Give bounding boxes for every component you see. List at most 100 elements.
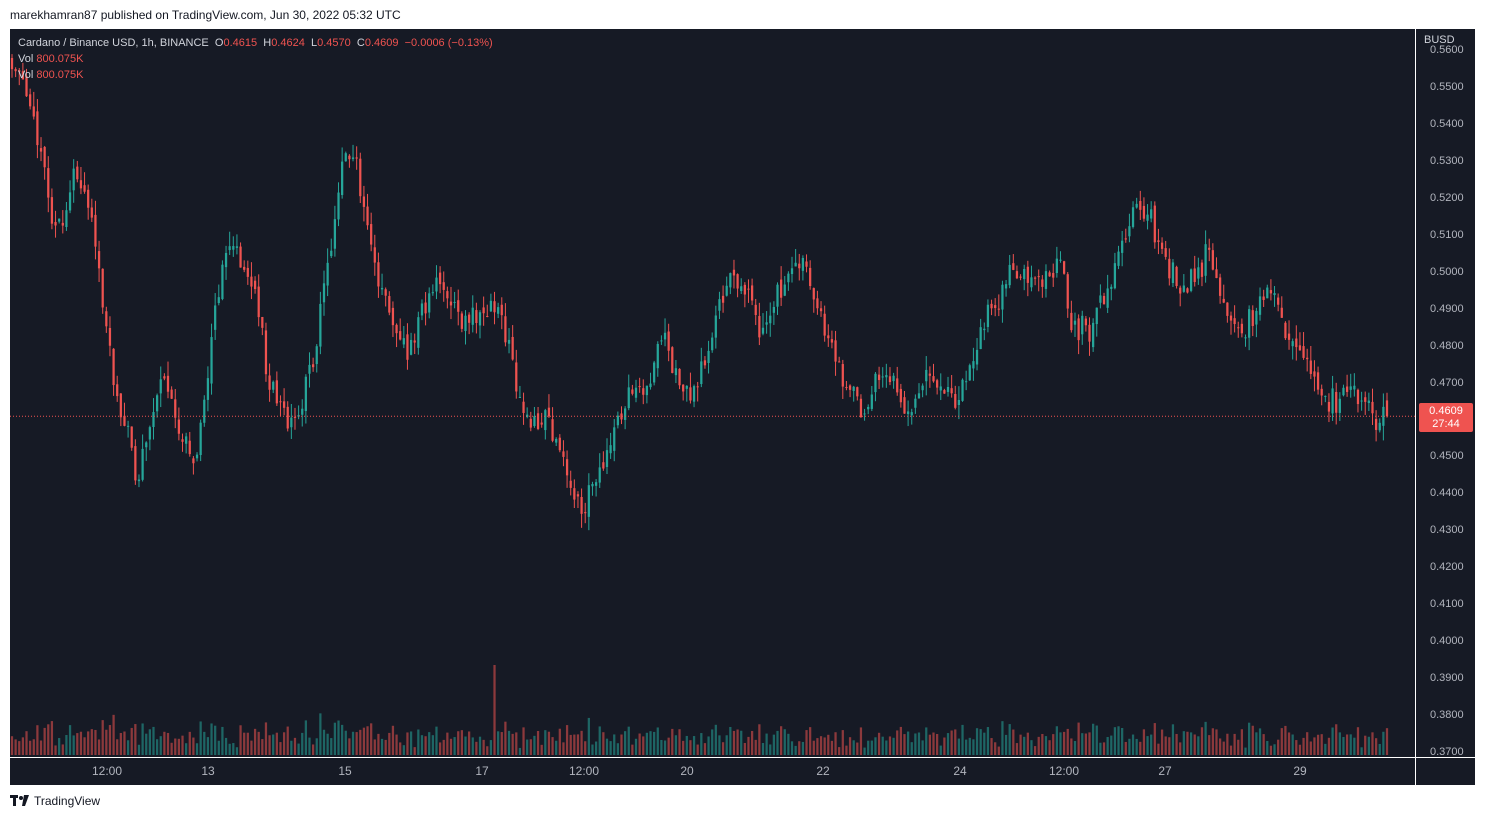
candle[interactable] <box>478 310 482 339</box>
candle[interactable] <box>1280 296 1283 318</box>
candle[interactable] <box>1371 388 1374 425</box>
candle[interactable] <box>772 301 775 325</box>
candle[interactable] <box>881 367 884 388</box>
candle[interactable] <box>1233 305 1236 333</box>
candle[interactable] <box>1157 228 1160 255</box>
legend-vol-label[interactable]: Vol <box>18 53 34 65</box>
candle[interactable] <box>1117 245 1120 270</box>
candle[interactable] <box>838 356 841 363</box>
candle[interactable] <box>293 407 297 430</box>
candle[interactable] <box>685 385 688 402</box>
candle[interactable] <box>442 271 445 302</box>
candle[interactable] <box>431 284 434 296</box>
candle[interactable] <box>453 291 456 309</box>
candle[interactable] <box>1211 243 1214 271</box>
candle[interactable] <box>366 193 369 230</box>
candle[interactable] <box>76 160 79 183</box>
candle[interactable] <box>250 262 253 300</box>
candle[interactable] <box>689 372 692 404</box>
candle[interactable] <box>885 363 888 388</box>
candle[interactable] <box>145 441 148 461</box>
candle[interactable] <box>555 437 558 447</box>
candle[interactable] <box>957 386 961 420</box>
candle[interactable] <box>812 287 815 313</box>
candle[interactable] <box>1128 213 1131 243</box>
candle[interactable] <box>994 298 997 317</box>
candle[interactable] <box>627 374 630 411</box>
candle[interactable] <box>725 276 728 297</box>
candle[interactable] <box>1059 251 1062 263</box>
candle[interactable] <box>446 286 449 309</box>
legend-vol2-label[interactable]: Vol <box>18 69 34 81</box>
candle[interactable] <box>435 265 438 300</box>
candle[interactable] <box>1037 269 1040 292</box>
candle[interactable] <box>29 88 32 110</box>
candle[interactable] <box>515 349 518 399</box>
candle[interactable] <box>68 180 72 214</box>
candle[interactable] <box>939 373 942 401</box>
candle[interactable] <box>642 379 645 405</box>
candle[interactable] <box>471 295 474 333</box>
candle[interactable] <box>852 385 855 402</box>
candle[interactable] <box>47 156 50 213</box>
candle[interactable] <box>859 394 863 418</box>
candle[interactable] <box>569 470 572 496</box>
candle[interactable] <box>750 278 754 306</box>
candle[interactable] <box>101 268 104 314</box>
candle[interactable] <box>936 378 939 395</box>
candle[interactable] <box>565 450 569 488</box>
candle[interactable] <box>547 394 551 418</box>
candle[interactable] <box>1291 338 1294 360</box>
candle[interactable] <box>1320 384 1323 406</box>
candle[interactable] <box>961 378 964 402</box>
candle[interactable] <box>1012 254 1015 271</box>
candle[interactable] <box>845 381 848 391</box>
candle[interactable] <box>645 385 649 404</box>
candle[interactable] <box>65 201 68 231</box>
candle[interactable] <box>1269 279 1273 301</box>
candle[interactable] <box>696 381 699 402</box>
candle[interactable] <box>246 260 249 285</box>
candle[interactable] <box>36 99 39 159</box>
candle[interactable] <box>1237 321 1240 338</box>
candle[interactable] <box>765 311 768 334</box>
candle[interactable] <box>707 340 710 374</box>
candle[interactable] <box>721 285 725 313</box>
candle[interactable] <box>1186 287 1189 294</box>
candle[interactable] <box>1073 312 1077 337</box>
candle[interactable] <box>253 276 257 294</box>
candle[interactable] <box>990 299 993 316</box>
candle[interactable] <box>1019 274 1022 281</box>
candle[interactable] <box>678 368 681 390</box>
candle[interactable] <box>660 335 663 345</box>
candle[interactable] <box>729 272 732 295</box>
candle[interactable] <box>888 367 892 386</box>
candle[interactable] <box>391 301 395 338</box>
candle[interactable] <box>932 363 935 383</box>
candle[interactable] <box>743 282 746 308</box>
candle[interactable] <box>816 290 819 315</box>
candle[interactable] <box>1052 263 1055 287</box>
candle[interactable] <box>18 68 21 86</box>
candle[interactable] <box>1015 265 1019 280</box>
candle[interactable] <box>834 330 837 376</box>
candle[interactable] <box>975 338 979 371</box>
candle[interactable] <box>1364 391 1367 415</box>
candle[interactable] <box>475 302 478 334</box>
candle[interactable] <box>1226 302 1229 323</box>
candle[interactable] <box>504 303 507 347</box>
candle[interactable] <box>1258 287 1262 321</box>
candle[interactable] <box>83 172 86 194</box>
candle[interactable] <box>1378 418 1381 433</box>
candle[interactable] <box>540 412 543 428</box>
chart-pane[interactable]: Cardano / Binance USD, 1h, BINANCE O0.46… <box>10 29 1415 757</box>
candle[interactable] <box>449 286 453 320</box>
candle[interactable] <box>467 312 471 335</box>
candle[interactable] <box>1335 382 1338 425</box>
candle[interactable] <box>1121 230 1124 267</box>
candle[interactable] <box>166 361 170 399</box>
candle[interactable] <box>925 356 928 396</box>
candle[interactable] <box>703 356 707 369</box>
candle[interactable] <box>192 456 195 475</box>
candle[interactable] <box>221 260 224 301</box>
